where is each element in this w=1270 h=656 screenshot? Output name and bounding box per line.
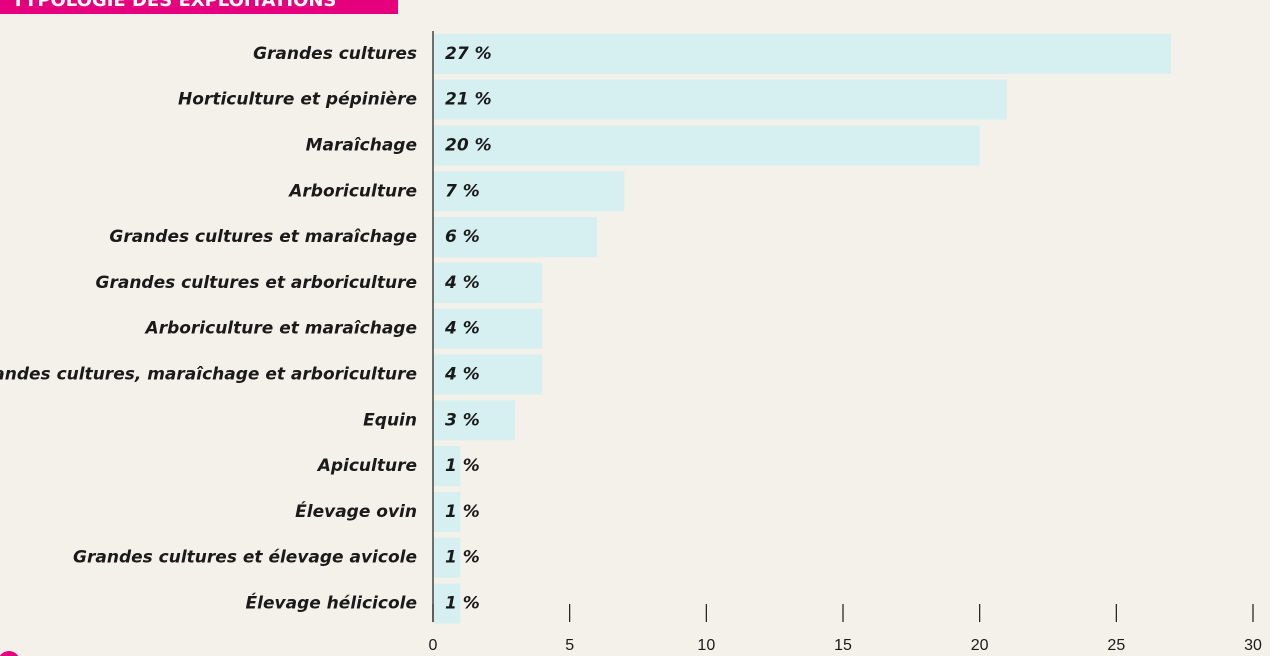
- value-label: 21 %: [445, 90, 492, 110]
- value-label: 6 %: [445, 227, 480, 247]
- value-label: 4 %: [444, 319, 480, 339]
- x-tick-label: 25: [1107, 637, 1125, 654]
- value-label: 1 %: [445, 456, 480, 476]
- category-label: Grandes cultures et arboriculture: [96, 273, 417, 293]
- x-tick-label: 5: [565, 637, 574, 654]
- category-label: Grandes cultures et maraîchage: [109, 227, 417, 247]
- value-label: 27 %: [445, 44, 492, 64]
- chart-title: TYPOLOGIE DES EXPLOITATIONS: [12, 0, 336, 11]
- category-label: Élevage hélicicole: [246, 592, 417, 614]
- bar: [433, 80, 1007, 120]
- x-tick-label: 0: [429, 637, 438, 654]
- decoration: [0, 651, 20, 656]
- category-label: Grandes cultures et élevage avicole: [73, 548, 417, 568]
- category-label: Apiculture: [316, 456, 417, 476]
- value-label: 7 %: [445, 181, 480, 201]
- category-label: Maraîchage: [306, 136, 417, 156]
- value-label: 1 %: [445, 502, 480, 522]
- category-label: Equin: [363, 410, 417, 430]
- x-tick-label: 30: [1244, 637, 1262, 654]
- category-label: Arboriculture: [287, 181, 417, 201]
- value-label: 20 %: [445, 136, 492, 156]
- category-label: Grandes cultures: [253, 44, 417, 64]
- value-label: 4 %: [444, 273, 480, 293]
- value-label: 3 %: [445, 410, 480, 430]
- x-tick-label: 20: [971, 637, 989, 654]
- category-label: Arboriculture et maraîchage: [144, 319, 417, 339]
- category-label: Horticulture et pépinière: [178, 90, 417, 110]
- bar: [433, 34, 1171, 74]
- value-label: 1 %: [445, 594, 480, 614]
- category-label: Élevage ovin: [295, 500, 417, 522]
- value-label: 1 %: [445, 548, 480, 568]
- x-tick-label: 15: [834, 637, 852, 654]
- bar: [433, 126, 980, 166]
- category-label: Grandes cultures, maraîchage et arboricu…: [0, 365, 417, 385]
- value-label: 4 %: [444, 365, 480, 385]
- chart: TYPOLOGIE DES EXPLOITATIONS Grandes cult…: [0, 0, 1270, 656]
- x-tick-label: 10: [697, 637, 715, 654]
